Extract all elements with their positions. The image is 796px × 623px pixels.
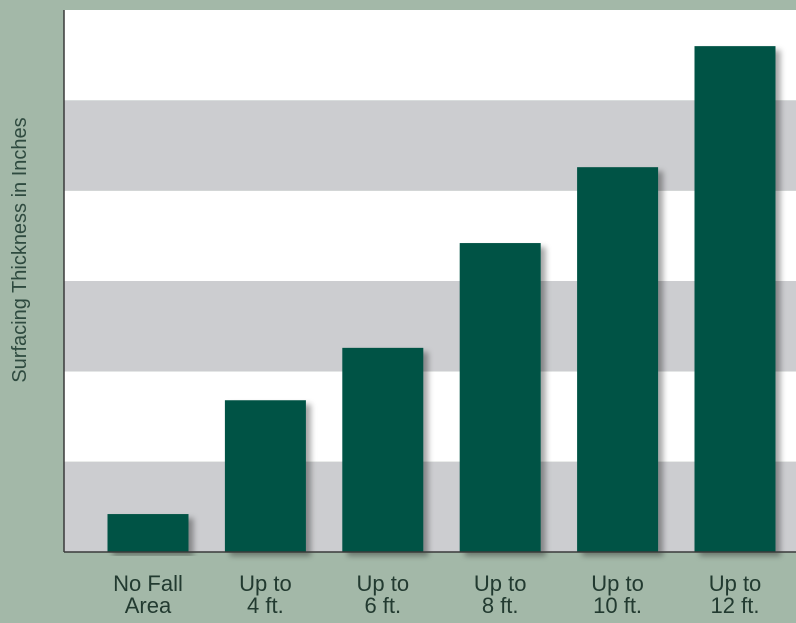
x-tick-label: Up to 10 ft. xyxy=(591,571,644,618)
x-tick-label: Up to 6 ft. xyxy=(357,571,410,618)
x-tick-label: No Fall Area xyxy=(113,571,183,618)
bars xyxy=(107,46,776,553)
x-tick-labels: No Fall Area Up to 4 ft. Up to 6 ft. Up to 8 ft… xyxy=(113,571,761,618)
bar xyxy=(577,167,659,552)
grid-band xyxy=(64,281,796,372)
grid-band xyxy=(64,10,796,101)
grid-band xyxy=(64,190,796,281)
bar xyxy=(107,514,189,552)
grid-band xyxy=(64,371,796,462)
bar xyxy=(224,400,306,552)
bar xyxy=(342,347,424,552)
plot-area-bands xyxy=(64,10,796,552)
grid-band xyxy=(64,100,796,191)
y-axis-title: Surfacing Thickness in Inches xyxy=(9,117,31,382)
x-tick-label: Up to 12 ft. xyxy=(709,571,762,618)
bar xyxy=(459,243,541,552)
x-tick-label: Up to 8 ft. xyxy=(474,571,527,618)
x-tick-label: Up to 4 ft. xyxy=(239,571,292,618)
bar xyxy=(694,46,776,553)
